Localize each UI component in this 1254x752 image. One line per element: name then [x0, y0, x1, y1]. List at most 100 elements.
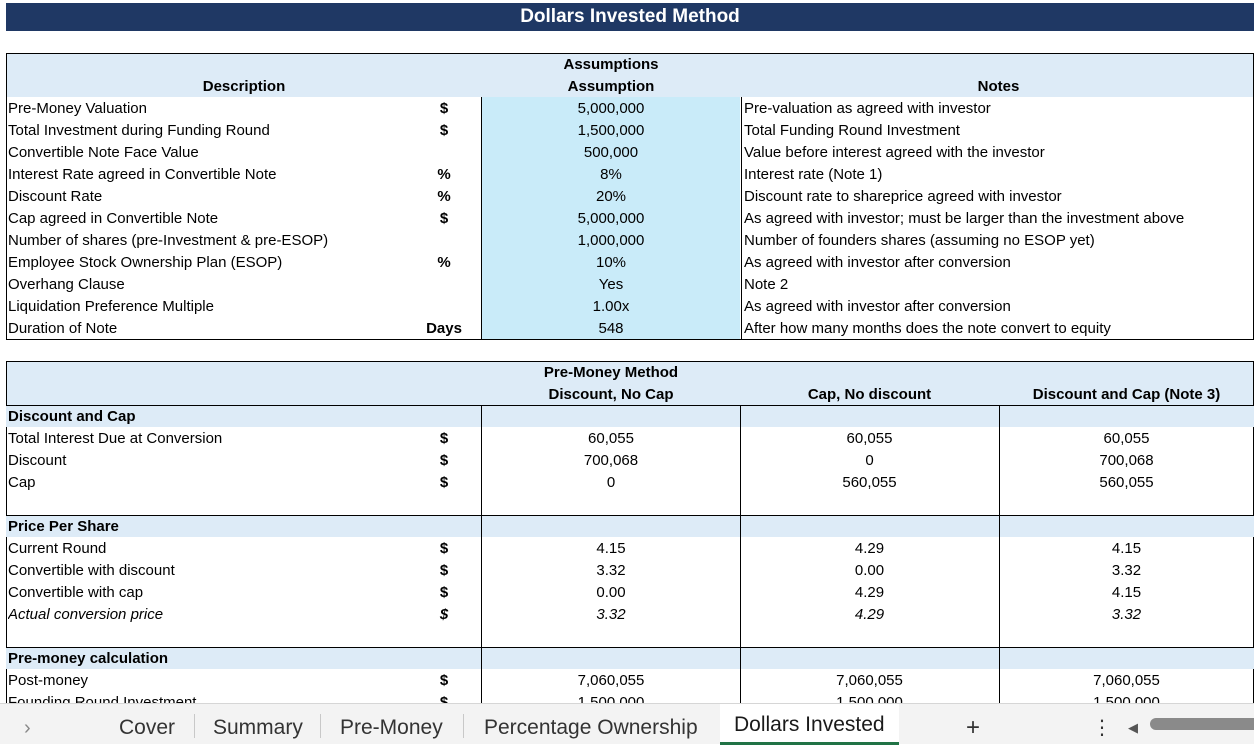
- row-description[interactable]: Total Interest Due at Conversion: [8, 430, 223, 447]
- method-row: Actual conversion price $3.32 4.29 3.32: [6, 604, 1254, 626]
- row-unit[interactable]: $: [439, 430, 449, 447]
- assumption-unit[interactable]: [406, 274, 482, 296]
- value-cap-no-discount[interactable]: 7,060,055: [836, 672, 903, 689]
- tab-dollars-invested[interactable]: Dollars Invested: [720, 704, 899, 745]
- assumption-description[interactable]: Discount Rate: [8, 188, 103, 205]
- value-cap-no-discount[interactable]: 0: [865, 452, 874, 469]
- value-cap-no-discount[interactable]: 60,055: [846, 430, 893, 447]
- assumption-unit[interactable]: $: [439, 210, 449, 227]
- section-title[interactable]: Pre-money calculation: [8, 650, 169, 667]
- assumption-value[interactable]: 20%: [595, 188, 627, 205]
- assumption-unit[interactable]: $: [439, 100, 449, 117]
- assumption-note[interactable]: As agreed with investor after conversion: [744, 298, 1011, 315]
- assumption-note[interactable]: As agreed with investor after conversion: [744, 254, 1011, 271]
- value-cap-no-discount[interactable]: 4.29: [854, 606, 885, 623]
- assumption-value[interactable]: 548: [598, 320, 624, 337]
- tab-summary[interactable]: Summary: [213, 716, 303, 739]
- assumption-note[interactable]: Total Funding Round Investment: [744, 122, 960, 139]
- row-description[interactable]: Cap: [8, 474, 36, 491]
- value-discount-no-cap[interactable]: 60,055: [588, 430, 634, 447]
- assumption-unit[interactable]: [406, 142, 482, 164]
- row-description[interactable]: Discount: [8, 452, 67, 469]
- value-discount-no-cap[interactable]: 700,068: [583, 452, 639, 469]
- assumption-description[interactable]: Pre-Money Valuation: [8, 100, 147, 117]
- assumption-note[interactable]: After how many months does the note conv…: [744, 320, 1111, 337]
- assumption-description[interactable]: Duration of Note: [8, 320, 118, 337]
- value-discount-no-cap[interactable]: 0: [606, 474, 616, 491]
- scroll-tabs-left-icon[interactable]: ›: [24, 717, 31, 739]
- horizontal-scrollbar-thumb[interactable]: [1150, 718, 1254, 730]
- row-description[interactable]: Actual conversion price: [8, 606, 164, 623]
- assumption-description[interactable]: Employee Stock Ownership Plan (ESOP): [8, 254, 283, 271]
- value-cap-no-discount[interactable]: 4.29: [854, 584, 885, 601]
- assumption-description[interactable]: Cap agreed in Convertible Note: [8, 210, 219, 227]
- row-unit[interactable]: $: [439, 562, 449, 579]
- row-description[interactable]: Convertible with discount: [8, 562, 175, 579]
- add-sheet-icon[interactable]: +: [966, 714, 981, 741]
- value-discount-and-cap[interactable]: 4.15: [1111, 584, 1142, 601]
- assumption-value[interactable]: 1.00x: [592, 298, 630, 315]
- assumption-note[interactable]: Number of founders shares (assuming no E…: [744, 232, 1095, 249]
- tab-percentage-ownership[interactable]: Percentage Ownership: [484, 716, 698, 739]
- value-discount-no-cap[interactable]: 4.15: [596, 540, 626, 557]
- assumption-unit[interactable]: $: [439, 122, 449, 139]
- assumption-value[interactable]: 5,000,000: [577, 210, 645, 227]
- assumption-note[interactable]: Value before interest agreed with the in…: [744, 144, 1045, 161]
- horizontal-scroll-left-icon[interactable]: ◀: [1128, 720, 1138, 735]
- assumption-value[interactable]: 1,000,000: [577, 232, 645, 249]
- row-description[interactable]: Post-money: [8, 672, 89, 689]
- value-discount-no-cap[interactable]: 3.32: [596, 606, 626, 623]
- value-discount-no-cap[interactable]: 3.32: [596, 562, 626, 579]
- assumption-unit[interactable]: [406, 296, 482, 318]
- value-cap-no-discount[interactable]: 0.00: [854, 562, 885, 579]
- section-title[interactable]: Discount and Cap: [8, 408, 136, 425]
- row-description[interactable]: Convertible with cap: [8, 584, 144, 601]
- row-unit[interactable]: $: [439, 672, 449, 689]
- row-unit[interactable]: $: [439, 474, 449, 491]
- assumption-description[interactable]: Total Investment during Funding Round: [8, 122, 270, 139]
- assumption-note[interactable]: Note 2: [744, 276, 789, 293]
- value-discount-and-cap[interactable]: 700,068: [1099, 452, 1154, 469]
- value-cap-no-discount[interactable]: 4.29: [854, 540, 885, 557]
- assumption-value[interactable]: 10%: [595, 254, 627, 271]
- value-discount-and-cap[interactable]: 560,055: [1099, 474, 1154, 491]
- value-discount-and-cap[interactable]: 60,055: [1103, 430, 1150, 447]
- assumption-description[interactable]: Overhang Clause: [8, 276, 125, 293]
- value-discount-no-cap[interactable]: 7,060,055: [577, 672, 645, 689]
- assumption-note[interactable]: Interest rate (Note 1): [744, 166, 883, 183]
- assumption-value[interactable]: 8%: [600, 166, 622, 183]
- assumption-unit[interactable]: %: [437, 254, 451, 271]
- value-discount-no-cap[interactable]: 0.00: [596, 584, 626, 601]
- assumption-unit[interactable]: [406, 230, 482, 252]
- assumption-note[interactable]: Pre-valuation as agreed with investor: [744, 100, 991, 117]
- row-unit[interactable]: $: [439, 540, 449, 557]
- assumption-value[interactable]: Yes: [598, 276, 624, 293]
- assumption-description[interactable]: Interest Rate agreed in Convertible Note: [8, 166, 277, 183]
- assumption-note[interactable]: Discount rate to shareprice agreed with …: [744, 188, 1062, 205]
- assumption-note[interactable]: As agreed with investor; must be larger …: [744, 210, 1185, 227]
- assumption-value[interactable]: 500,000: [583, 144, 639, 161]
- more-options-icon[interactable]: ⋮: [1092, 717, 1112, 739]
- value-discount-and-cap[interactable]: 7,060,055: [1093, 672, 1160, 689]
- value-discount-and-cap[interactable]: 3.32: [1111, 606, 1142, 623]
- assumption-description[interactable]: Convertible Note Face Value: [8, 144, 199, 161]
- row-unit[interactable]: $: [439, 452, 449, 469]
- value-cap-no-discount[interactable]: 560,055: [842, 474, 897, 491]
- row-unit[interactable]: $: [406, 692, 482, 714]
- row-unit[interactable]: $: [439, 584, 449, 601]
- value-discount-and-cap[interactable]: 4.15: [1111, 540, 1142, 557]
- section-title[interactable]: Price Per Share: [8, 518, 119, 535]
- assumption-unit[interactable]: %: [437, 188, 451, 205]
- assumption-value[interactable]: 1,500,000: [577, 122, 645, 139]
- row-description[interactable]: Current Round: [8, 540, 107, 557]
- col-header-discount-and-cap: Discount and Cap (Note 3): [1032, 386, 1221, 403]
- assumption-unit[interactable]: Days: [426, 320, 462, 337]
- assumption-description[interactable]: Number of shares (pre-Investment & pre-E…: [8, 232, 329, 249]
- tab-cover[interactable]: Cover: [119, 716, 176, 739]
- row-unit[interactable]: $: [439, 606, 449, 623]
- assumption-description[interactable]: Liquidation Preference Multiple: [8, 298, 214, 315]
- assumption-value[interactable]: 5,000,000: [577, 100, 645, 117]
- value-discount-and-cap[interactable]: 3.32: [1111, 562, 1142, 579]
- assumption-unit[interactable]: %: [437, 166, 451, 183]
- tab-pre-money[interactable]: Pre-Money: [340, 716, 443, 739]
